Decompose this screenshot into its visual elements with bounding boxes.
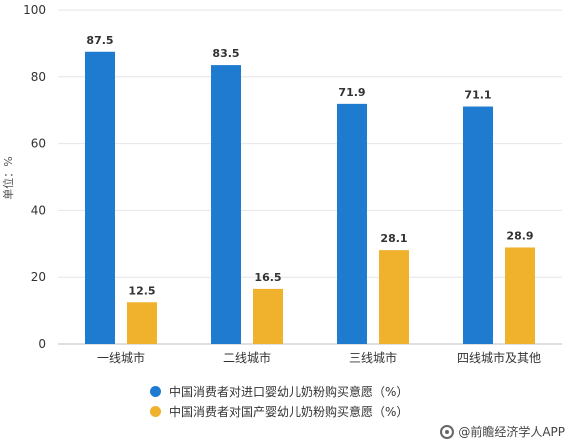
y-axis-label: 单位：% [1, 156, 15, 199]
data-labels: 87.5 12.5 83.5 16.5 71.9 28.1 71.1 28.9 [86, 34, 533, 298]
x-axis-categories: 一线城市 二线城市 三线城市 四线城市及其他 [97, 350, 541, 365]
bar [337, 103, 367, 344]
source-credit: @前瞻经济学人APP [440, 423, 565, 440]
legend-swatch-domestic [150, 405, 161, 417]
data-label: 87.5 [86, 34, 113, 47]
legend: 中国消费者对进口婴幼儿奶粉购买意愿（%） 中国消费者对国产婴幼儿奶粉购买意愿（%… [150, 381, 408, 421]
y-tick-label: 40 [31, 203, 46, 217]
bar-chart: 0 20 40 60 80 100 87.5 12.5 83.5 16.5 71.9 28.1 71.… [1, 3, 562, 365]
y-tick-label: 20 [31, 270, 46, 284]
bar [85, 51, 115, 344]
data-label: 28.1 [380, 232, 407, 245]
y-tick-label: 80 [31, 70, 46, 84]
data-label: 12.5 [128, 284, 155, 297]
data-label: 83.5 [212, 47, 239, 60]
legend-label-import: 中国消费者对进口婴幼儿奶粉购买意愿（%） [169, 384, 409, 399]
y-tick-label: 0 [38, 337, 46, 351]
bar [253, 288, 283, 344]
data-label: 71.1 [464, 89, 491, 102]
x-category-label: 四线城市及其他 [457, 350, 541, 365]
data-label: 28.9 [506, 229, 533, 242]
bar [379, 250, 409, 344]
legend-item-import: 中国消费者对进口婴幼儿奶粉购买意愿（%） [150, 381, 408, 401]
x-category-label: 三线城市 [349, 350, 397, 365]
bars [85, 51, 535, 345]
y-tick-label: 60 [31, 137, 46, 151]
data-label: 71.9 [338, 86, 365, 99]
legend-label-domestic: 中国消费者对国产婴幼儿奶粉购买意愿（%） [169, 404, 409, 419]
bar [127, 302, 157, 344]
brand-logo-icon [440, 424, 455, 439]
source-text: @前瞻经济学人APP [458, 425, 565, 439]
bar [505, 247, 535, 344]
bar [463, 106, 493, 344]
legend-swatch-import [150, 385, 161, 397]
x-category-label: 二线城市 [223, 350, 271, 365]
y-axis-ticks: 0 20 40 60 80 100 [23, 3, 46, 351]
x-category-label: 一线城市 [97, 350, 145, 365]
legend-item-domestic: 中国消费者对国产婴幼儿奶粉购买意愿（%） [150, 401, 408, 421]
y-tick-label: 100 [23, 3, 46, 17]
bar [211, 65, 241, 345]
data-label: 16.5 [254, 271, 281, 284]
